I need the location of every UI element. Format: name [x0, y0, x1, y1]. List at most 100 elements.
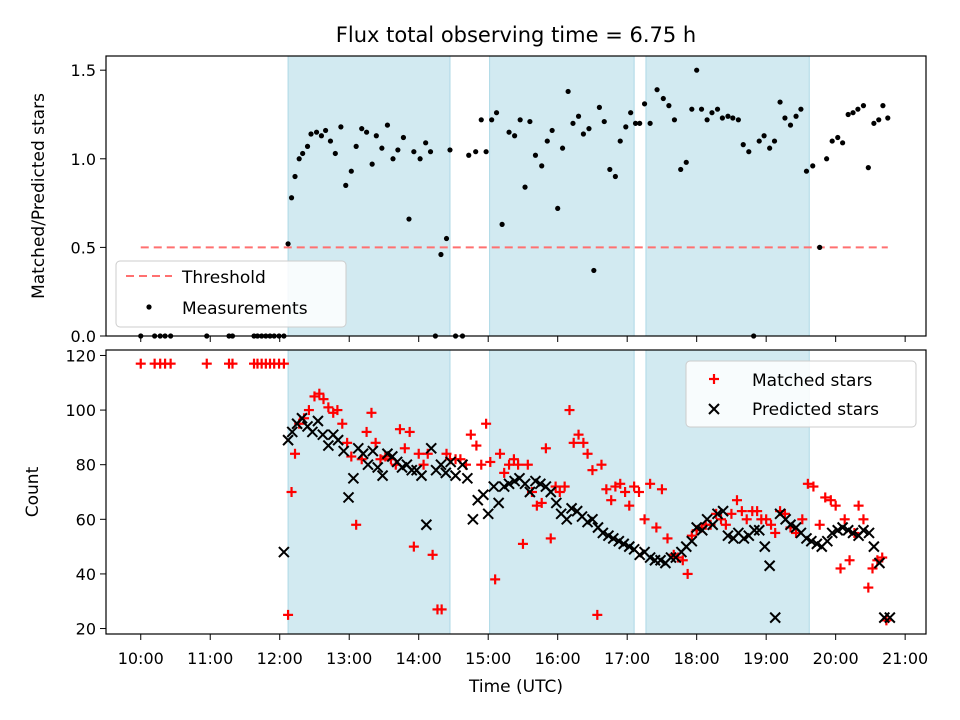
- measurement-point: [292, 173, 298, 180]
- matched-point: [639, 514, 650, 525]
- predicted-point: [884, 611, 896, 624]
- predicted-point: [440, 467, 452, 479]
- y-tick-label: 60: [76, 510, 96, 529]
- predicted-point: [449, 469, 462, 482]
- x-tick-label: 21:00: [882, 649, 928, 668]
- measurement-point: [660, 95, 666, 102]
- matched-point: [323, 402, 334, 413]
- matched-point: [545, 533, 556, 544]
- matched-point: [651, 522, 662, 533]
- measurement-point: [363, 129, 370, 135]
- x-tick-label: 12:00: [257, 649, 303, 668]
- matched-point: [550, 481, 561, 492]
- predicted-point: [406, 464, 418, 476]
- predicted-point: [435, 458, 447, 471]
- measurement-point: [798, 106, 804, 112]
- measurement-point: [719, 115, 725, 121]
- measurement-point: [666, 103, 672, 109]
- predicted-point: [444, 456, 457, 468]
- matched-point: [508, 454, 519, 465]
- measurement-point: [637, 120, 643, 126]
- measurement-point: [443, 235, 450, 242]
- predicted-point: [868, 540, 880, 553]
- measurement-point: [348, 168, 354, 174]
- matched-point: [844, 555, 855, 566]
- matched-point: [830, 500, 841, 511]
- matched-point: [736, 506, 747, 517]
- measurement-point: [559, 145, 566, 151]
- predicted-point: [847, 527, 859, 539]
- matched-point: [165, 358, 176, 369]
- predicted-point: [873, 557, 886, 569]
- matched-point: [418, 459, 429, 470]
- measurement-point: [483, 149, 489, 155]
- measurement-point: [829, 138, 835, 144]
- measurement-point: [601, 118, 607, 125]
- measurement-point: [395, 147, 401, 153]
- matched-point: [797, 514, 808, 525]
- predicted-point: [347, 472, 360, 485]
- x-tick-label: 18:00: [674, 649, 720, 668]
- matched-point: [731, 495, 742, 506]
- predicted-point: [317, 428, 329, 441]
- matched-point: [867, 563, 878, 574]
- matched-point: [427, 549, 438, 560]
- y-tick-label: 0.0: [71, 327, 96, 346]
- legend-predicted-swatch: [708, 403, 720, 415]
- measurement-point: [803, 168, 810, 174]
- measurement-point: [596, 104, 602, 110]
- measurement-point: [787, 122, 794, 128]
- predicted-point: [857, 524, 870, 536]
- observing-span: [287, 349, 451, 635]
- matched-point: [761, 514, 772, 525]
- matched-point: [408, 541, 419, 552]
- measurement-point: [845, 111, 851, 118]
- count-legend: Matched stars Predicted stars: [685, 360, 917, 428]
- measurement-point: [767, 145, 773, 151]
- measurement-point: [840, 140, 846, 146]
- matched-point: [366, 407, 377, 418]
- predicted-point: [836, 521, 849, 534]
- measurement-point: [565, 88, 571, 95]
- predicted-point: [477, 489, 490, 501]
- measurement-point: [871, 120, 877, 126]
- predicted-point: [769, 611, 781, 624]
- x-axis-label: Time (UTC): [468, 677, 563, 697]
- matched-point: [615, 478, 626, 489]
- measurement-point: [735, 117, 741, 123]
- matched-point: [596, 459, 607, 470]
- measurement-point: [777, 99, 783, 105]
- matched-point: [568, 437, 579, 448]
- matched-point: [592, 609, 603, 620]
- matched-point: [495, 448, 506, 459]
- measurement-point: [390, 156, 396, 162]
- predicted-point: [586, 513, 599, 526]
- measurement-point: [570, 120, 576, 126]
- measurement-point: [478, 117, 484, 123]
- measurement-point: [575, 113, 582, 119]
- matched-point: [858, 514, 869, 525]
- predicted-point: [753, 524, 765, 536]
- measurement-point: [865, 165, 871, 171]
- predicted-point: [286, 426, 298, 438]
- matched-point: [337, 418, 348, 429]
- x-tick-label: 17:00: [604, 649, 650, 668]
- measurement-point: [427, 149, 434, 155]
- matched-point: [283, 609, 294, 620]
- predicted-point: [332, 434, 344, 446]
- x-tick-label: 11:00: [187, 649, 233, 668]
- predicted-point: [337, 445, 350, 457]
- predicted-point: [467, 513, 479, 526]
- legend-measurements-label: Measurements: [182, 299, 308, 319]
- matched-point: [540, 443, 551, 454]
- predicted-point: [805, 535, 818, 547]
- matched-point: [559, 481, 570, 492]
- measurement-point: [817, 244, 823, 250]
- y-tick-label: 20: [76, 620, 96, 639]
- matched-point: [522, 459, 533, 470]
- matched-point: [766, 519, 777, 530]
- predicted-point: [342, 491, 355, 504]
- ratio-panel: 0.0 0.5 1.0 1.5 Matched/Predicted stars Thr…: [29, 55, 927, 346]
- matched-point: [499, 467, 510, 478]
- matched-point: [404, 426, 415, 437]
